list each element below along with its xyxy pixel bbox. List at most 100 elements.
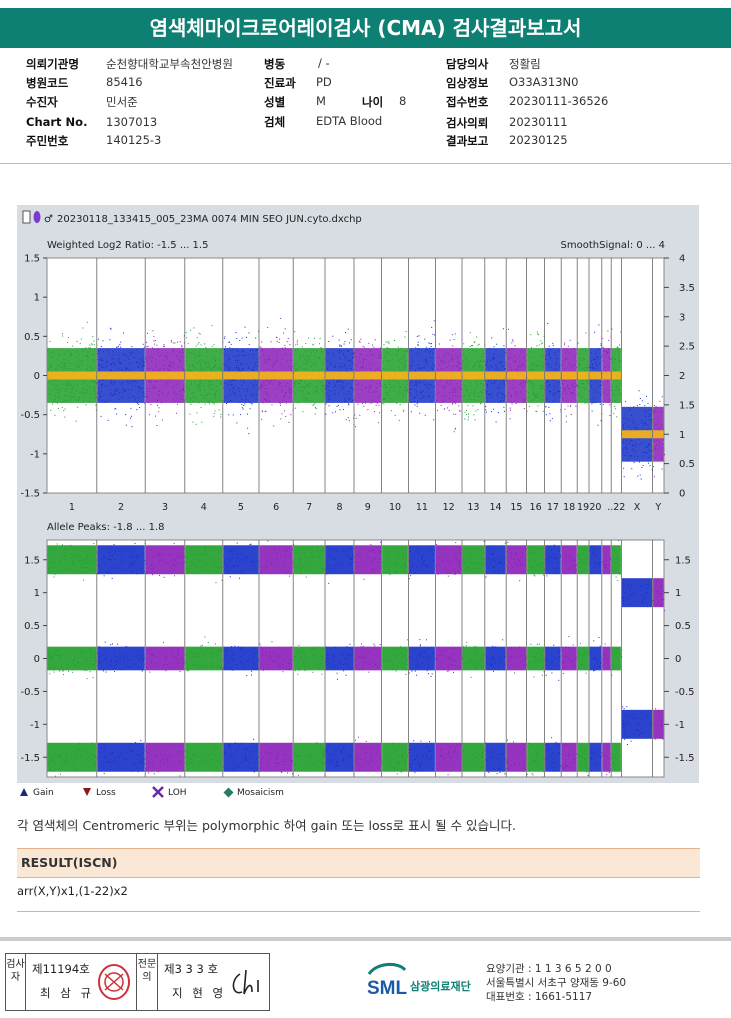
top-probe [357,403,359,405]
top-probe [648,444,650,446]
top-probe [390,384,392,386]
allele-peak-probe [321,673,323,675]
top-probe [607,366,609,368]
allele-peak-probe [212,652,214,654]
allele-peak-probe [428,758,430,760]
allele-peak-probe [152,556,153,558]
top-probe [190,384,192,386]
top-probe [485,406,487,407]
allele-peak-probe [139,554,141,556]
top-probe [98,381,100,383]
allele-peak-probe [226,667,228,668]
allele-peak-probe [123,655,125,657]
top-probe [344,365,346,367]
top-probe [649,465,651,467]
top-probe [541,385,543,387]
allele-peak-probe [251,655,253,657]
allele-peak-probe [240,647,242,649]
top-probe [327,385,329,387]
top-probe [503,397,505,399]
top-probe [91,368,93,370]
top-probe [400,358,402,360]
top-probe [552,394,553,396]
top-probe [244,401,246,402]
top-probe [570,392,572,394]
top-probe [476,360,478,362]
allele-peak-probe [52,669,54,671]
top-probe [229,389,231,391]
top-probe [582,379,584,381]
top-probe [199,355,201,357]
top-probe [59,364,60,366]
top-probe [603,350,605,352]
top-probe [636,443,638,445]
top-probe [251,370,253,371]
allele-peak-probe [151,572,153,574]
top-probe [600,381,602,383]
top-probe [276,340,278,342]
allele-peak-probe [159,559,161,561]
allele-peak-probe [333,655,335,657]
top-probe [82,360,84,362]
allele-peak-probe [361,669,363,671]
top-probe [468,348,470,350]
department-value: PD [316,75,332,89]
allele-peak-probe [415,665,417,667]
top-probe [164,355,166,357]
top-probe [493,346,495,348]
allele-peak-probe [352,650,354,652]
top-probe [73,369,75,371]
allele-peak-probe [276,756,278,758]
top-probe [426,384,428,386]
smooth-signal-chr-11 [408,371,435,380]
allele-peak-probe [358,769,360,771]
allele-peak-probe [226,565,228,567]
top-probe [62,335,64,337]
allele-peak-probe [127,746,129,748]
allele-peak-probe [374,664,376,666]
allele-peak-probe [400,771,402,773]
allele-peak-probe [142,659,144,661]
allele-peak-probe [409,550,411,552]
allele-peak-probe [156,554,157,556]
top-probe [130,389,132,391]
top-probe [266,358,268,360]
top-probe [350,339,352,341]
allele-peak-probe [240,571,242,573]
allele-peak-probe [301,652,303,654]
allele-peak-probe [109,760,111,762]
top-probe [190,398,192,400]
top-probe [188,349,190,351]
allele-peak-probe [211,764,213,766]
allele-peak-probe [188,668,190,669]
top-probe [648,462,650,464]
allele-peak-probe [356,561,357,563]
top-probe [125,354,127,356]
top-probe [617,349,619,351]
top-probe [321,351,323,352]
top-probe [263,398,265,400]
top-probe [180,399,182,400]
allele-peak-probe [105,653,107,655]
allele-peak-probe [368,557,370,559]
allele-peak-probe [220,649,221,651]
allele-peak-probe [380,547,381,548]
top-probe [105,401,107,403]
top-probe [144,402,146,404]
allele-peak-probe [80,652,82,654]
top-probe [507,365,509,367]
allele-peak-probe [130,564,132,566]
top-probe [209,368,211,370]
top-probe [310,351,312,353]
top-probe [645,451,647,453]
top-probe [541,364,542,366]
top-probe [464,418,466,420]
allele-peak-probe [319,558,321,560]
allele-peak-probe [97,553,99,555]
top-probe [192,401,194,402]
top-probe [205,361,207,363]
allele-peak-probe [191,560,193,562]
top-probe [119,362,121,364]
allele-peak-probe [156,656,158,658]
top-probe [294,407,296,409]
